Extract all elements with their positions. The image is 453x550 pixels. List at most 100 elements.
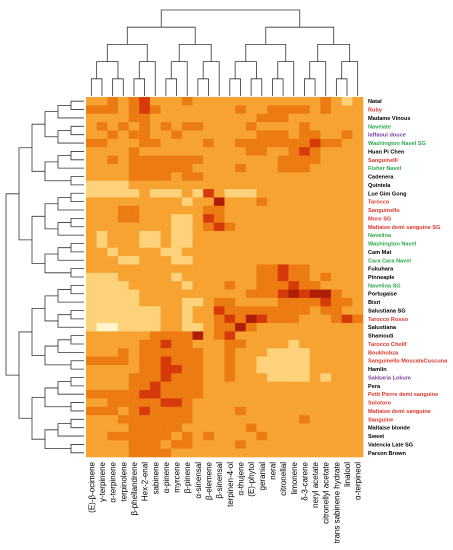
heatmap-cell [288, 205, 300, 215]
dendrogram-branch [44, 387, 71, 408]
heatmap-cell [171, 130, 183, 140]
heatmap-cell [203, 398, 215, 408]
heatmap-cell [267, 406, 279, 416]
heatmap-cell [309, 448, 321, 458]
heatmap-cell [288, 189, 300, 198]
heatmap-cell [117, 348, 129, 357]
heatmap-cell [341, 189, 353, 198]
heatmap-cell [256, 197, 268, 207]
heatmap-cell [213, 306, 225, 315]
heatmap-cell [245, 122, 257, 131]
dendrogram-branch [70, 360, 84, 370]
heatmap-cell [235, 415, 247, 424]
heatmap-cell [139, 373, 151, 382]
heatmap-cell [299, 256, 311, 265]
heatmap-cell [235, 323, 247, 332]
heatmap-cell [139, 348, 151, 357]
heatmap-cell [256, 323, 268, 332]
heatmap-cell [181, 440, 193, 449]
heatmap-cell [235, 122, 247, 131]
heatmap-cell [139, 297, 151, 307]
heatmap-cell [299, 163, 311, 173]
heatmap-cell [181, 122, 193, 131]
heatmap-cell [341, 314, 353, 324]
heatmap-cell [192, 373, 204, 382]
row-label: Portugaise [368, 292, 397, 298]
heatmap-cell [203, 281, 215, 290]
dendrogram-branch [70, 335, 84, 345]
heatmap-cell [277, 364, 289, 374]
heatmap-cell [235, 431, 247, 441]
heatmap-cell [267, 339, 279, 349]
column-label: α-terpinene [109, 461, 118, 502]
column-label: citronellal [279, 462, 288, 496]
row-label: Sakkaria Lokum [368, 375, 411, 381]
heatmap-cell [331, 398, 342, 408]
heatmap-cell [128, 256, 140, 265]
row-label: Salustiana SG [368, 308, 406, 314]
heatmap-cell [331, 440, 342, 449]
heatmap-cell [277, 297, 289, 307]
heatmap-cell [341, 197, 353, 207]
heatmap-cell [203, 230, 215, 240]
heatmap-cell [160, 222, 172, 232]
row-label: Valencia Late SG [368, 442, 413, 448]
dendrogram-branch [44, 253, 71, 274]
heatmap-cell [331, 239, 342, 248]
heatmap-cell [171, 331, 183, 341]
heatmap-cell [139, 272, 151, 282]
heatmap-cell [224, 163, 236, 173]
heatmap-cell [149, 339, 161, 349]
heatmap-cell [128, 297, 140, 307]
heatmap-cell [117, 197, 129, 207]
heatmap-cell [160, 122, 172, 131]
heatmap-cell [309, 113, 321, 123]
heatmap-cell [192, 180, 204, 190]
heatmap-cell [224, 122, 236, 131]
row-label: Lue Gim Gong [368, 191, 407, 197]
heatmap-cell [245, 105, 257, 115]
row-label: Maltaise demi sanguine [368, 409, 431, 415]
heatmap-cell [203, 189, 215, 198]
heatmap-cell [149, 398, 161, 408]
heatmap-cell [299, 97, 311, 106]
heatmap-cell [331, 180, 342, 190]
heatmap-cell [171, 297, 183, 307]
heatmap-cell [309, 147, 321, 156]
heatmap-cell [86, 214, 97, 223]
heatmap-cell [128, 97, 140, 106]
heatmap-cell [192, 331, 204, 341]
heatmap-cell [299, 281, 311, 290]
heatmap-cell [149, 113, 161, 123]
column-label: terpinolene [119, 461, 128, 501]
heatmap-cell [128, 214, 140, 223]
heatmap-cell [192, 364, 204, 374]
heatmap-cell [320, 448, 332, 458]
heatmap-cell [352, 423, 364, 433]
heatmap-cell [128, 113, 140, 123]
heatmap-cell [256, 348, 268, 357]
heatmap-cell [245, 398, 257, 408]
heatmap-cell [192, 406, 204, 416]
heatmap-cell [203, 314, 215, 324]
heatmap-cell [288, 214, 300, 223]
heatmap-cell [86, 138, 97, 148]
heatmap-cell [331, 130, 342, 140]
heatmap-cell [245, 130, 257, 140]
heatmap-cell [160, 364, 172, 374]
heatmap-cell [149, 189, 161, 198]
heatmap-cell [224, 155, 236, 165]
heatmap-cell [139, 431, 151, 441]
heatmap-cell [352, 130, 364, 140]
heatmap-cell [245, 281, 257, 290]
heatmap-cell [117, 138, 129, 148]
heatmap-cell [192, 431, 204, 441]
heatmap-cell [320, 205, 332, 215]
heatmap-cell [149, 297, 161, 307]
heatmap-cell [309, 264, 321, 274]
heatmap-cell [86, 289, 97, 299]
heatmap-cell [181, 314, 193, 324]
heatmap-cell [299, 431, 311, 441]
heatmap-cell [299, 113, 311, 123]
heatmap-cell [288, 381, 300, 391]
